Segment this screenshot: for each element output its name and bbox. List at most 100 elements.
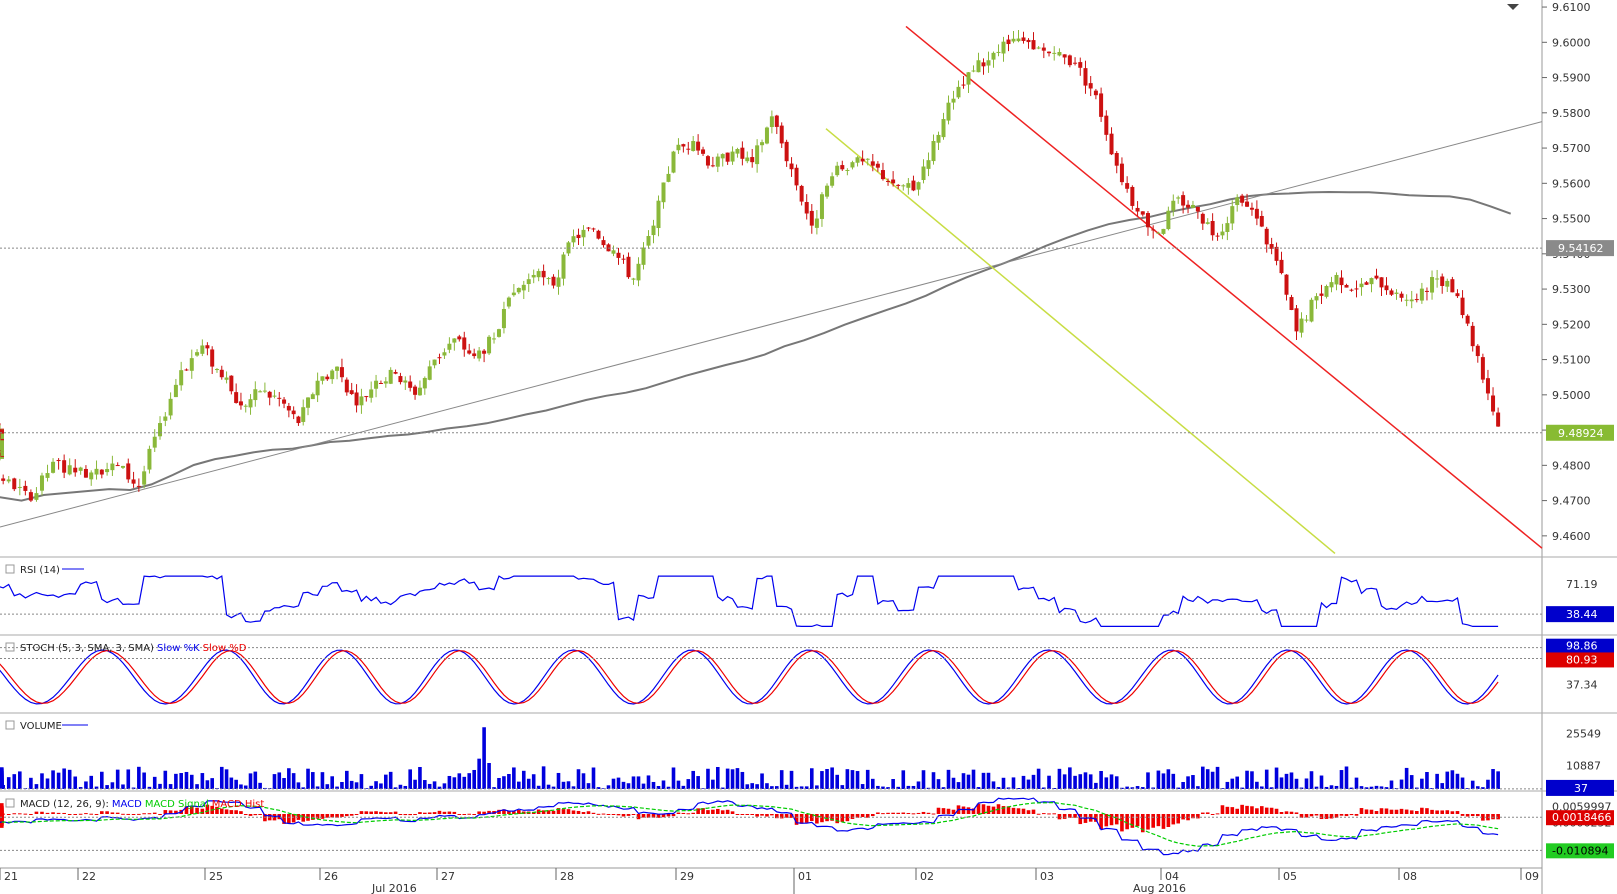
candle-body: [6, 479, 11, 482]
candle-body: [621, 258, 626, 260]
volume-bar: [845, 769, 850, 789]
volume-bar: [200, 773, 205, 789]
candle-body: [1284, 274, 1289, 295]
candle-body: [1364, 282, 1369, 285]
candle-body: [511, 292, 516, 296]
macd-hist-bar: [651, 814, 656, 818]
candle-body: [1062, 54, 1067, 58]
candle-body: [1088, 83, 1093, 89]
svg-text:STOCH (5, 3, SMA, 3, SMA)Slow: STOCH (5, 3, SMA, 3, SMA) Slow %K Slow %D: [20, 643, 247, 654]
volume-bar: [1496, 771, 1500, 789]
candle-body: [189, 358, 194, 371]
candle-body: [62, 460, 67, 473]
macd-hist-bar: [384, 812, 388, 814]
candle-body: [631, 278, 636, 280]
volume-bar: [581, 773, 586, 789]
macd-hist-bar: [94, 814, 99, 815]
volume-bar: [691, 770, 696, 789]
volume-bar: [354, 782, 359, 789]
volume-bar: [1078, 774, 1083, 789]
volume-bar: [51, 770, 55, 789]
date-axis-label: 21: [4, 870, 18, 883]
macd-hist-bar: [760, 814, 764, 816]
macd-hist-bar: [1250, 806, 1254, 814]
macd-hist-bar: [676, 812, 681, 814]
candle-body: [1440, 276, 1445, 286]
panel-close-icon[interactable]: [5, 564, 15, 574]
volume-bar: [855, 771, 860, 789]
volume-bar: [1120, 787, 1124, 789]
macd-hist-bar: [1240, 804, 1244, 814]
volume-bar: [142, 772, 146, 789]
macd-hist-bar: [916, 812, 921, 814]
candle-body: [1093, 90, 1098, 96]
macd-hist-bar: [901, 812, 906, 814]
macd-hist-text: 0.0018466: [1552, 811, 1612, 824]
volume-bar: [566, 781, 571, 789]
volume-bar: [696, 776, 700, 789]
candle-body: [825, 185, 830, 197]
candle-body: [110, 463, 115, 471]
volume-bar: [1057, 768, 1062, 789]
candle-body: [238, 401, 243, 406]
candle-body: [971, 70, 976, 72]
candle-body: [374, 380, 379, 389]
panel-close-icon[interactable]: [5, 642, 15, 652]
macd-hist-bar: [398, 814, 403, 815]
price-axis-label: 9.6100: [1552, 1, 1591, 14]
candle-body: [12, 478, 17, 490]
panel-close-icon[interactable]: [5, 720, 15, 730]
macd-hist-bar: [67, 814, 72, 815]
candle-body: [784, 141, 789, 162]
panel-close-icon[interactable]: [5, 798, 15, 808]
candle-body: [661, 182, 666, 203]
macd-hist-bar: [147, 813, 152, 815]
price-axis-label: 9.5800: [1552, 107, 1591, 120]
candle-body: [931, 141, 936, 162]
macd-hist-bar: [1073, 814, 1077, 818]
volume-bar: [195, 784, 199, 789]
candle-body: [349, 390, 354, 395]
volume-bar: [408, 769, 412, 789]
volume-bar: [1445, 771, 1450, 789]
candle-body: [870, 161, 875, 166]
macd-hist-bar: [941, 808, 946, 814]
volume-bar: [1481, 787, 1485, 789]
candle-body: [1349, 289, 1354, 291]
macd-hist-bar: [393, 811, 398, 814]
candle-body: [1399, 293, 1404, 298]
candle-body: [764, 127, 769, 144]
macd-hist-bar: [881, 813, 885, 815]
volume-bar: [179, 773, 183, 789]
candle-body: [799, 185, 804, 202]
volume-bar: [359, 774, 364, 789]
candle-body: [1052, 52, 1057, 54]
candle-body: [1151, 229, 1156, 231]
macd-hist-bar: [825, 814, 829, 822]
candle-body: [906, 183, 911, 188]
candle-body: [1119, 163, 1124, 183]
candle-body: [320, 376, 325, 381]
macd-hist-bar: [239, 811, 243, 814]
volume-bar: [546, 784, 551, 789]
candle-body: [686, 148, 691, 150]
support-trendline: [0, 121, 1543, 528]
volume-bar: [163, 770, 168, 789]
candle-body: [1450, 279, 1455, 293]
volume-value-tag: [1546, 779, 1614, 796]
candle-body: [1176, 197, 1181, 199]
volume-bar: [865, 769, 870, 789]
candle-body: [99, 469, 104, 475]
macd-hist-bar: [794, 814, 799, 825]
candle-body: [976, 60, 981, 73]
candle-body: [671, 151, 676, 173]
volume-bar: [1186, 776, 1190, 789]
candle-body: [896, 184, 901, 186]
candle-body: [1078, 62, 1083, 68]
candle-body: [432, 359, 437, 366]
candle-body: [516, 287, 521, 293]
volume-bar: [966, 774, 971, 789]
candle-body: [1016, 38, 1021, 42]
collapse-arrow-icon[interactable]: [1507, 4, 1519, 10]
